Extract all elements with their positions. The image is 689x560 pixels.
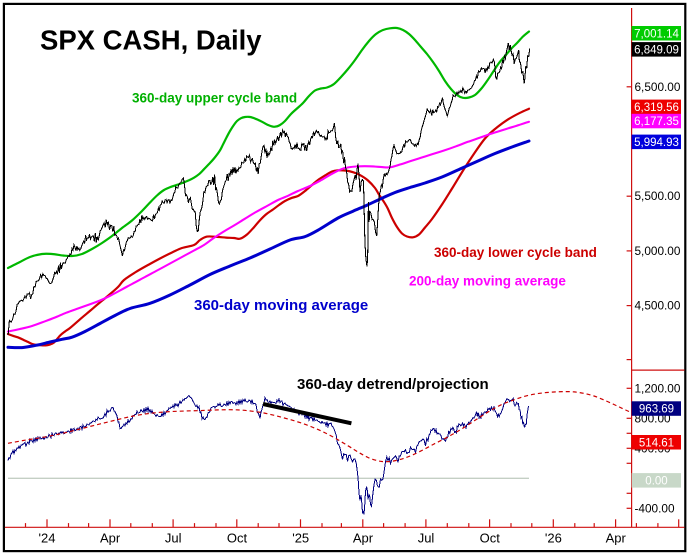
svg-text:Jul: Jul — [418, 531, 435, 546]
svg-text:360-day detrend/projection: 360-day detrend/projection — [297, 376, 489, 393]
svg-text:5,000.00: 5,000.00 — [635, 244, 681, 258]
svg-text:360-day moving average: 360-day moving average — [194, 297, 368, 314]
svg-text:360-day lower cycle band: 360-day lower cycle band — [434, 245, 597, 260]
svg-text:Apr: Apr — [100, 531, 121, 546]
svg-text:6,319.56: 6,319.56 — [634, 102, 679, 114]
svg-text:5,994.93: 5,994.93 — [634, 137, 679, 149]
svg-text:7,001.14: 7,001.14 — [634, 28, 679, 40]
svg-text:'24: '24 — [39, 531, 56, 546]
svg-text:6,849.09: 6,849.09 — [634, 45, 679, 57]
svg-text:5,500.00: 5,500.00 — [635, 189, 681, 203]
svg-text:SPX CASH, Daily: SPX CASH, Daily — [40, 25, 262, 56]
svg-text:Jul: Jul — [165, 531, 182, 546]
svg-text:4,500.00: 4,500.00 — [635, 299, 681, 313]
svg-text:1,200.00: 1,200.00 — [635, 381, 681, 395]
svg-text:963.69: 963.69 — [639, 404, 674, 416]
svg-text:6,177.35: 6,177.35 — [634, 116, 679, 128]
svg-text:200-day moving average: 200-day moving average — [409, 274, 566, 289]
svg-text:Oct: Oct — [227, 531, 248, 546]
svg-text:0.00: 0.00 — [645, 476, 667, 488]
svg-text:'25: '25 — [292, 531, 309, 546]
svg-text:'26: '26 — [545, 531, 562, 546]
svg-text:6,500.00: 6,500.00 — [635, 80, 681, 94]
svg-text:-400.00: -400.00 — [635, 501, 675, 515]
svg-text:Apr: Apr — [606, 531, 627, 546]
svg-text:Apr: Apr — [353, 531, 374, 546]
svg-text:360-day upper cycle band: 360-day upper cycle band — [132, 91, 297, 106]
svg-text:Oct: Oct — [480, 531, 501, 546]
svg-text:514.61: 514.61 — [639, 437, 674, 449]
